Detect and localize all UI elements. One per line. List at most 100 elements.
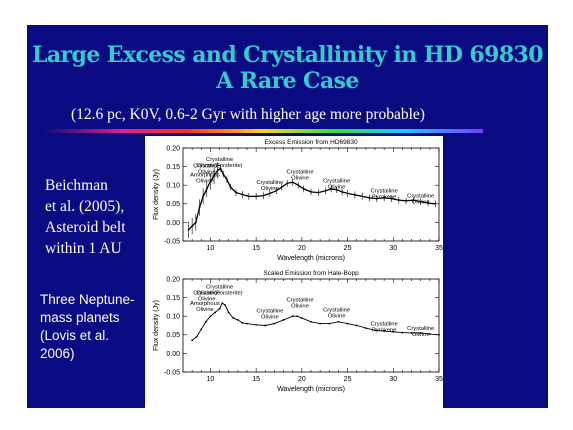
x-tick-label: 10 [207, 376, 215, 383]
data-point [235, 191, 237, 194]
y-tick-label: -0.05 [164, 369, 180, 376]
x-tick-label: 25 [344, 245, 352, 252]
data-point [246, 322, 248, 325]
data-point [262, 194, 265, 197]
chart-title: Scaled Emission from Hale-Bopp [263, 270, 359, 277]
data-point [401, 331, 404, 334]
beichman-line-4: within 1 AU [45, 240, 122, 257]
feature-annotation: Amorphous Olivine [190, 173, 220, 185]
data-point [353, 193, 356, 196]
data-point [241, 321, 244, 324]
data-point [236, 319, 239, 321]
data-point [264, 324, 267, 327]
y-tick-label: 0.05 [166, 332, 180, 339]
data-point [330, 188, 333, 190]
data-point [280, 186, 283, 188]
y-tick-label: 0.20 [166, 145, 180, 152]
annotation-line: Olivine [196, 179, 214, 185]
data-point [222, 173, 225, 175]
data-point [275, 189, 278, 192]
y-tick-label: 0.15 [166, 295, 180, 302]
annotation-line: Crystalline [256, 308, 283, 314]
data-point [273, 322, 276, 325]
annotation-line: Olivine [198, 169, 216, 175]
data-point [229, 186, 232, 188]
data-point [310, 320, 312, 323]
data-point [412, 199, 415, 201]
feature-annotation: Crystalline Olivine(Forsterite) [197, 284, 243, 296]
planets-line-3: (Lovis et al. [40, 328, 110, 343]
data-point [205, 188, 208, 190]
data-point [328, 322, 331, 325]
beichman-line-3: Asteroid belt [45, 219, 126, 236]
annotation-line: Crystalline [323, 308, 350, 314]
data-point [187, 228, 190, 231]
x-tick-label: 20 [298, 376, 306, 383]
data-point [227, 311, 230, 314]
y-tick-label: 0.10 [166, 314, 180, 321]
data-point [286, 182, 289, 185]
feature-annotation: Crystalline Olivine [323, 179, 350, 191]
beichman-line-2: et al. (2005), [45, 198, 125, 215]
annotation-line: Crystalline [206, 284, 233, 290]
x-tick-label: 30 [389, 376, 397, 383]
y-tick-label: 0.00 [166, 220, 180, 227]
x-tick-label: 35 [435, 376, 443, 383]
data-point [419, 200, 422, 203]
x-tick-label: 15 [252, 376, 260, 383]
feature-annotation: Crystalline Pyroxene [371, 322, 398, 334]
annotation-line: Crystalline [256, 180, 283, 186]
annotation-line: Crystalline [193, 163, 220, 169]
data-point [198, 206, 201, 209]
data-point [383, 196, 386, 199]
spectra-plots: Excess Emission from HD69830 10 15 20 25 30 35… [153, 139, 443, 393]
data-point [291, 181, 294, 184]
beichman-note: Beichman et al. (2005), Asteroid belt wi… [45, 175, 155, 259]
annotation-line: Crystalline [407, 326, 434, 332]
annotation-line: Olivine [412, 332, 430, 338]
data-point [195, 335, 198, 338]
data-point [310, 190, 312, 193]
title-line-2: A Rare Case [216, 68, 359, 94]
chart-panel-2: Scaled Emission from Hale-Bopp 10 15 20 25 30… [153, 270, 443, 393]
data-point [221, 302, 224, 305]
y-tick-label: -0.05 [164, 238, 180, 245]
data-point [324, 189, 327, 192]
annotation-line: Crystalline [371, 189, 398, 195]
data-point [296, 315, 299, 318]
annotation-line: Crystalline [407, 193, 434, 199]
annotation-line: Crystalline [371, 322, 398, 328]
data-point [383, 330, 386, 332]
data-point [438, 333, 440, 336]
data-point [282, 319, 285, 321]
data-point [302, 188, 305, 190]
chart-panel-1: Excess Emission from HD69830 10 15 20 25 30 35… [153, 139, 443, 262]
data-point [434, 202, 437, 205]
data-point [368, 196, 371, 199]
annotation-line: Olivine(Forsterite) [197, 163, 243, 169]
feature-annotation: Crystalline Olivine [193, 291, 220, 303]
data-point [337, 320, 340, 323]
data-point [375, 197, 378, 200]
annotation-line: Olivine [328, 185, 346, 191]
annotation-line: Olivine [291, 303, 309, 309]
x-tick-label: 15 [252, 245, 260, 252]
annotation-line: Pyroxene [372, 195, 397, 201]
data-point [255, 195, 258, 198]
feature-annotation: Crystalline Olivine [286, 297, 313, 309]
data-point [241, 193, 244, 196]
rainbow-divider [43, 129, 483, 133]
annotation-line: Olivine(Forsterite) [197, 290, 243, 296]
beichman-line-1: Beichman [45, 177, 108, 194]
data-point [297, 184, 300, 187]
title-line-1: Large Excess and Crystallinity in HD 698… [32, 42, 544, 68]
annotation-line: Olivine [261, 186, 279, 192]
y-tick-label: 0.05 [166, 201, 180, 208]
x-axis-label: Wavelength (microns) [277, 255, 345, 262]
x-tick-label: 35 [435, 245, 443, 252]
data-point [232, 317, 235, 319]
annotation-line: Olivine [196, 307, 214, 313]
annotation-line: Olivine [328, 314, 346, 320]
annotation-line: Crystalline [323, 179, 350, 185]
data-point [191, 225, 194, 228]
